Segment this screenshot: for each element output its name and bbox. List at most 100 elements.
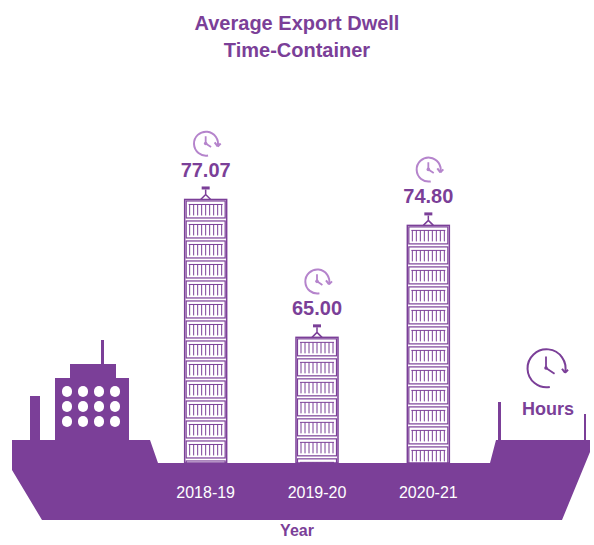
bow-mast (498, 402, 501, 442)
container-ribs (301, 462, 333, 463)
container-rail (300, 422, 334, 423)
container-box (409, 427, 448, 444)
container-box (186, 421, 225, 438)
container-ribs (412, 410, 444, 421)
container-ribs (412, 430, 444, 441)
clock-center (315, 280, 319, 284)
container-ribs (301, 382, 333, 393)
container-rail (189, 324, 223, 325)
bar (407, 225, 449, 463)
container-box (298, 359, 337, 376)
container-ribs (412, 450, 444, 461)
container-rail (189, 384, 223, 385)
container-rail (300, 442, 334, 443)
container-box (186, 361, 225, 378)
data-labels: 77.07 65.00 74.80 (181, 132, 454, 338)
title-line: Average Export Dwell (195, 12, 400, 34)
hull (12, 440, 590, 520)
clock-icon (305, 270, 332, 294)
container-box (409, 387, 448, 404)
data-label: 77.07 (181, 159, 231, 181)
container-rail (189, 244, 223, 245)
container-box (186, 341, 225, 358)
title-group: Average Export DwellTime-Container (195, 12, 400, 61)
container-ribs (412, 270, 444, 281)
container (409, 247, 448, 264)
window (94, 401, 104, 412)
container (409, 447, 448, 463)
clock-arrow (326, 280, 332, 284)
crane-hook (201, 189, 211, 199)
container-ribs (412, 330, 444, 341)
container (409, 307, 448, 324)
container (409, 327, 448, 344)
clock-arrow (215, 142, 221, 146)
container (298, 359, 337, 376)
container-rail (189, 304, 223, 305)
window (94, 386, 104, 397)
container (298, 379, 337, 396)
container-box (409, 347, 448, 364)
crane-hook-top (202, 186, 210, 189)
container-box (186, 401, 225, 418)
container-ribs (412, 370, 444, 381)
clock-hands (317, 274, 322, 285)
data-label: 74.80 (403, 185, 453, 207)
container-rail (411, 390, 445, 391)
container-box (298, 339, 337, 356)
container-rail (411, 450, 445, 451)
container-ribs (190, 304, 222, 315)
container (298, 399, 337, 416)
data-label: 65.00 (292, 297, 342, 319)
container-rail (411, 350, 445, 351)
clock-center (544, 366, 548, 370)
container-rail (189, 204, 223, 205)
container-ribs (190, 264, 222, 275)
container-box (409, 407, 448, 424)
title: Average Export DwellTime-Container (195, 12, 400, 61)
container (186, 241, 225, 258)
container-rail (189, 344, 223, 345)
clock-icon (417, 158, 444, 182)
window (78, 386, 88, 397)
x-tick-label: 2020-21 (399, 484, 458, 501)
container-box (409, 327, 448, 344)
container-rail (189, 404, 223, 405)
container-ribs (190, 204, 222, 215)
container-box (409, 267, 448, 284)
crane-hook (423, 215, 433, 225)
clock-hands (206, 136, 211, 147)
container-rail (300, 462, 334, 463)
bow-pole (584, 414, 586, 442)
container (186, 221, 225, 238)
container (186, 321, 225, 338)
container (298, 439, 337, 456)
clock-icon (528, 349, 568, 387)
container-ribs (190, 364, 222, 375)
container-rail (189, 224, 223, 225)
container-box (298, 419, 337, 436)
container-ribs (190, 344, 222, 355)
container-box (186, 321, 225, 338)
container-box (298, 379, 337, 396)
container-rail (189, 284, 223, 285)
container-rail (300, 342, 334, 343)
container (186, 421, 225, 438)
window (78, 416, 88, 427)
clock-icon (194, 132, 221, 156)
container-rail (300, 382, 334, 383)
container-box (186, 221, 225, 238)
window (110, 401, 120, 412)
container-rail (300, 362, 334, 363)
container (186, 261, 225, 278)
container (409, 407, 448, 424)
clock-center (427, 168, 431, 172)
container-rail (300, 402, 334, 403)
container-rail (411, 230, 445, 231)
container (186, 301, 225, 318)
container (409, 387, 448, 404)
container-ribs (190, 444, 222, 455)
container (186, 281, 225, 298)
bars (185, 199, 450, 463)
window (62, 416, 72, 427)
